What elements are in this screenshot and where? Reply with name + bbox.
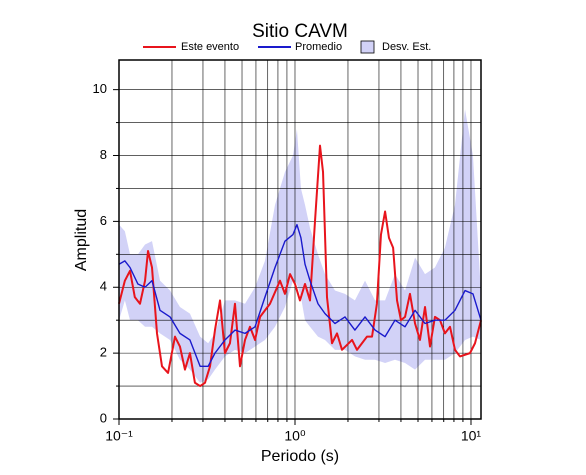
y-tick-label: 10 [93, 81, 107, 96]
y-axis-label: Amplitud [73, 209, 90, 271]
plot-frame [118, 59, 482, 420]
legend-label: Este evento [181, 41, 239, 53]
x-tick-label: 10¹ [461, 428, 482, 444]
x-tick-label: 10⁻¹ [105, 428, 133, 444]
legend-label: Promedio [295, 41, 342, 53]
legend-label: Desv. Est. [382, 41, 431, 53]
y-tick-label: 2 [100, 345, 107, 360]
y-tick-label: 6 [100, 213, 107, 228]
y-tick-label: 4 [100, 279, 107, 294]
series-line [118, 144, 482, 388]
x-tick-label: 10⁰ [284, 428, 306, 444]
std-band [119, 109, 481, 383]
x-axis-label: Periodo (s) [261, 448, 339, 465]
legend-swatch [360, 40, 375, 54]
chart-title: Sitio CAVM [252, 21, 348, 42]
y-tick-label: 8 [100, 147, 107, 162]
series-line [118, 223, 482, 368]
y-tick-label: 0 [100, 410, 107, 425]
